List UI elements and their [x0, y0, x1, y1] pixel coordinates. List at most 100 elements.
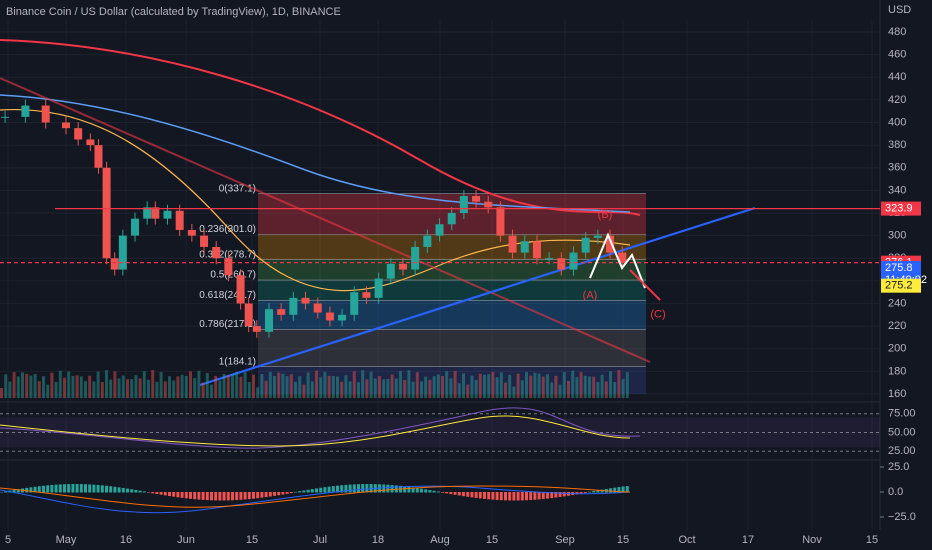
- macd-bar: [226, 492, 230, 501]
- volume-bar: [168, 376, 171, 398]
- macd-bar: [42, 485, 45, 493]
- volume-bar: [604, 381, 608, 398]
- time-label: 5: [5, 534, 11, 546]
- candle: [545, 258, 554, 260]
- layers: 4804604404204003803603403203002802602402…: [0, 20, 927, 546]
- macd-bar: [256, 492, 260, 499]
- macd-bar: [84, 484, 87, 493]
- volume-bar: [180, 374, 184, 398]
- price-tick-label: 180: [888, 365, 906, 377]
- macd-bar: [79, 484, 83, 493]
- macd-tick-label: −25.0: [888, 511, 916, 523]
- price-tick-label: 240: [888, 297, 906, 309]
- volume-bar: [46, 384, 50, 398]
- volume-bar: [344, 375, 348, 398]
- volume-bar: [600, 374, 604, 398]
- candle: [86, 139, 95, 146]
- volume-bar: [436, 374, 440, 398]
- volume-bar: [306, 372, 310, 398]
- volume-bar: [142, 371, 146, 398]
- volume-bar: [373, 378, 377, 398]
- candle: [212, 246, 221, 259]
- volume-bar: [121, 375, 125, 398]
- candle: [362, 292, 371, 298]
- price-tick-label: 380: [888, 139, 906, 151]
- macd-bar: [512, 492, 516, 501]
- candle: [386, 263, 395, 279]
- macd-bar: [554, 492, 558, 498]
- volume-bar: [4, 374, 8, 398]
- volume-bar: [273, 376, 276, 398]
- candle: [398, 263, 407, 270]
- volume-bar: [382, 379, 386, 398]
- volume-bar: [193, 378, 197, 398]
- volume-bar: [613, 382, 617, 398]
- volume-bar: [445, 371, 449, 398]
- volume-bar: [348, 381, 352, 398]
- volume-bar: [67, 371, 71, 398]
- candle: [74, 128, 83, 140]
- volume-bar: [369, 371, 373, 398]
- candle: [606, 235, 615, 253]
- volume-bar: [491, 372, 495, 398]
- macd-bar: [533, 492, 537, 500]
- volume-bar: [147, 379, 150, 398]
- macd-bar: [50, 484, 54, 493]
- macd-bar: [46, 485, 50, 493]
- price-tick-label: 360: [888, 162, 906, 174]
- wave-label: (A): [583, 289, 598, 301]
- macd-bar: [487, 492, 491, 500]
- macd-bar: [121, 487, 125, 493]
- wave-path: [629, 269, 661, 301]
- volume-bar: [252, 374, 255, 398]
- macd-bar: [25, 487, 29, 493]
- candle: [289, 297, 298, 315]
- volume-bar: [533, 372, 537, 398]
- candle: [496, 207, 505, 236]
- volume-bar: [37, 381, 41, 398]
- volume-bar: [54, 382, 58, 398]
- candle: [187, 229, 196, 236]
- candle: [102, 167, 111, 259]
- fib-zone: [258, 234, 646, 260]
- candle: [301, 297, 310, 304]
- chart-title: Binance Coin / US Dollar (calculated by …: [6, 6, 341, 18]
- macd-bar: [415, 488, 419, 493]
- volume-bar: [592, 376, 596, 398]
- volume-bar: [268, 372, 272, 398]
- macd-bar: [54, 484, 58, 493]
- fib-label: 0.786(217.1): [199, 319, 256, 330]
- volume-bar: [516, 373, 520, 398]
- volume-bar: [583, 375, 587, 398]
- volume-bar: [520, 380, 524, 398]
- volume-bar: [361, 370, 365, 398]
- candle: [374, 278, 383, 298]
- volume-bar: [302, 384, 306, 398]
- candle: [508, 235, 517, 253]
- volume-bar: [172, 380, 176, 398]
- volume-bar: [323, 371, 327, 398]
- macd-bar: [315, 488, 318, 493]
- volume-bar: [88, 375, 92, 398]
- macd-bar: [306, 489, 310, 493]
- volume-bar: [21, 372, 24, 398]
- candle: [569, 252, 578, 270]
- volume-bar: [134, 375, 138, 398]
- volume-bar: [163, 381, 167, 398]
- ma-line: [0, 108, 631, 292]
- volume-bar: [319, 377, 323, 398]
- macd-bar: [197, 492, 201, 500]
- candle: [459, 196, 468, 213]
- macd-bar: [550, 492, 554, 499]
- volume-bar: [487, 374, 491, 398]
- macd-bar: [4, 491, 8, 493]
- volume-bar: [462, 373, 465, 398]
- macd-bar: [470, 492, 474, 498]
- macd-bar: [172, 492, 176, 497]
- macd-bar: [340, 485, 344, 493]
- macd-bar: [336, 485, 339, 493]
- macd-bar: [621, 486, 625, 493]
- macd-bar: [109, 486, 113, 493]
- volume-bar: [75, 375, 79, 398]
- volume-bar: [63, 377, 66, 398]
